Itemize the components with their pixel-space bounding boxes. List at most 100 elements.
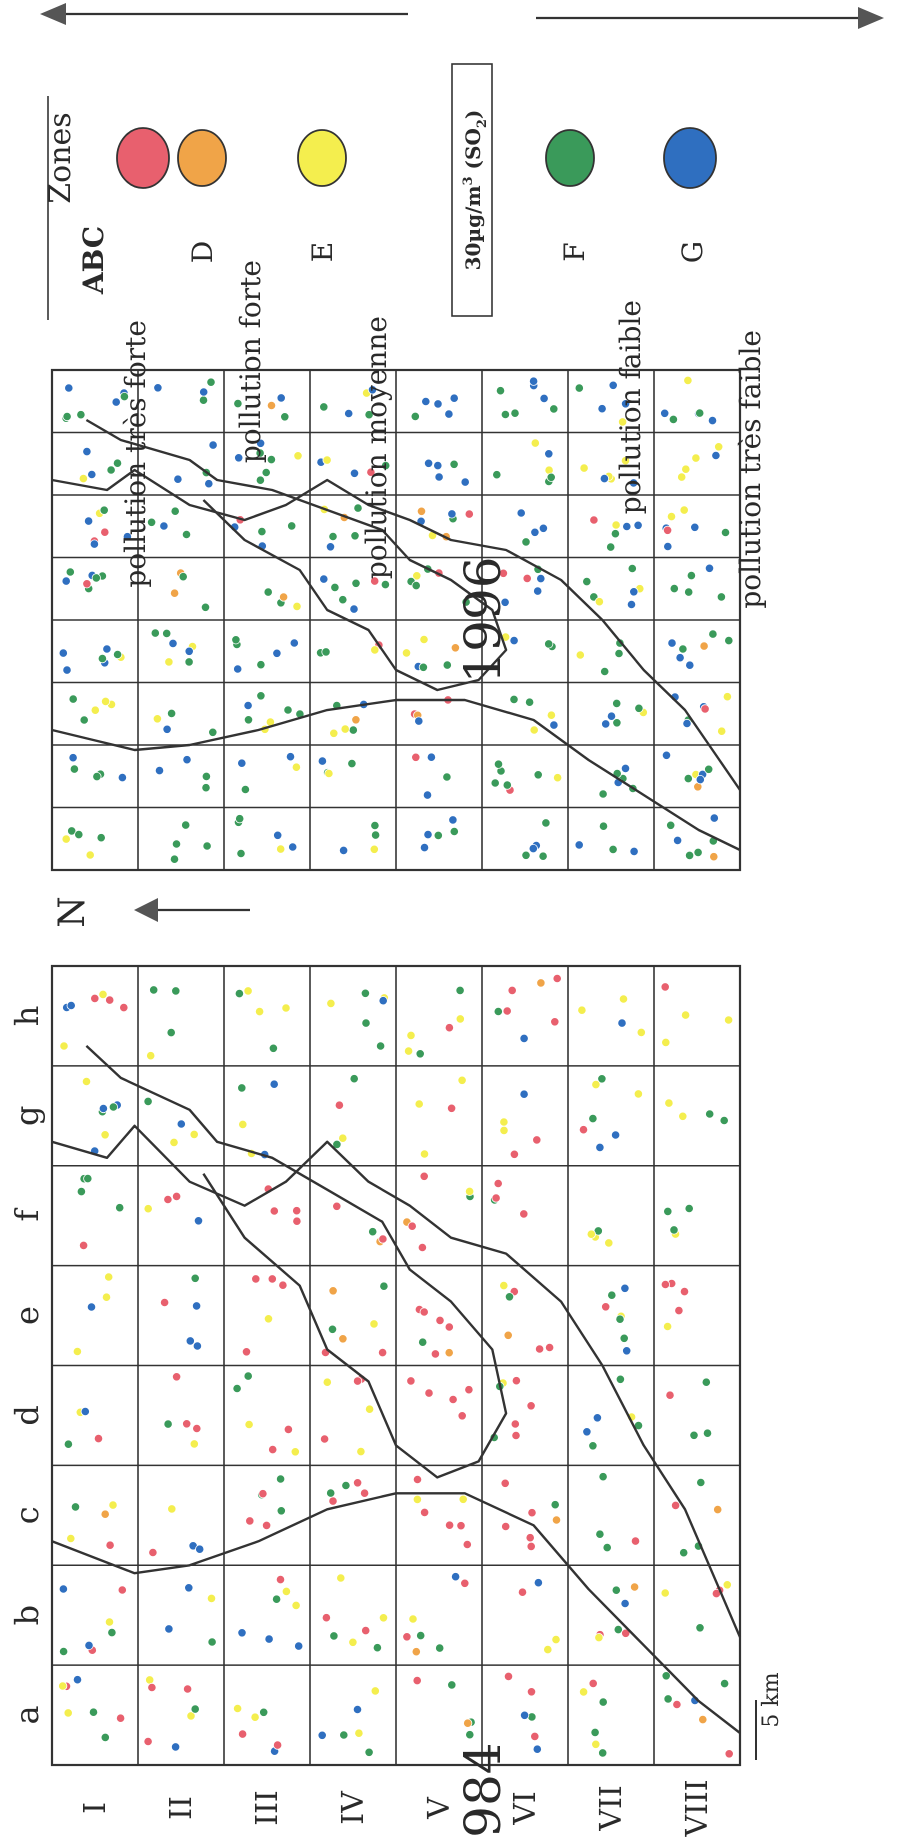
station-dot (101, 1292, 112, 1302)
station-dot (663, 541, 673, 552)
station-dot (675, 653, 685, 663)
station-dot (189, 1129, 199, 1140)
station-dot (256, 660, 266, 670)
station-dot (532, 1135, 542, 1145)
station-dot (154, 765, 165, 776)
station-dot (615, 1314, 625, 1324)
station-dot (257, 526, 267, 537)
station-dot (86, 1302, 97, 1312)
row-label: IV (336, 1790, 371, 1825)
station-dot (552, 973, 562, 984)
station-dot (544, 1342, 555, 1353)
station-dot (674, 1306, 684, 1316)
station-dot (660, 408, 670, 418)
station-dot (509, 635, 519, 646)
station-dot (700, 704, 710, 714)
station-dot (510, 1419, 520, 1429)
legend-threshold-box: 30µg/m3 (SO2) (451, 63, 493, 317)
station-dot (350, 531, 360, 541)
station-dot (419, 1171, 429, 1181)
station-dot (233, 1703, 243, 1714)
station-dot (58, 648, 68, 658)
station-dot (319, 574, 329, 584)
grid-1984 (50, 964, 742, 1767)
station-dot (414, 1099, 424, 1109)
station-dot (683, 375, 693, 385)
station-dot (412, 1676, 422, 1686)
station-dot (170, 588, 180, 598)
station-dot (412, 1474, 423, 1485)
legend-label-g: pollution très faible (734, 330, 767, 609)
station-dot (461, 597, 471, 607)
station-dot (328, 531, 338, 542)
station-dot (516, 508, 526, 518)
station-dot (63, 1439, 74, 1449)
station-dot (181, 529, 192, 540)
station-dot (595, 1142, 605, 1153)
station-dot (592, 1413, 603, 1423)
station-dot (450, 643, 460, 653)
station-dot (117, 1585, 127, 1595)
station-dot (143, 1096, 153, 1107)
north-arrow: N (52, 896, 250, 928)
station-dot (170, 506, 180, 516)
station-dot (502, 1006, 512, 1016)
year-label-1984: 1984 (454, 1742, 512, 1838)
station-dot (522, 573, 532, 584)
coastline-1996 (51, 468, 741, 852)
station-dot (722, 692, 733, 702)
station-dot (578, 1125, 589, 1135)
station-dot (380, 579, 390, 590)
legend-label-f: pollution faible (614, 300, 647, 514)
station-dot (449, 459, 459, 469)
station-dot (462, 1539, 472, 1550)
station-dot (534, 1344, 545, 1354)
station-dot (517, 1587, 528, 1597)
legend-zone-d: D pollution forte (177, 129, 267, 463)
station-dot (339, 1730, 349, 1740)
station-dot (501, 1521, 511, 1532)
station-dot (92, 771, 102, 782)
station-dot (463, 1718, 473, 1728)
station-dot (717, 726, 727, 736)
station-dot (620, 399, 631, 409)
station-dot (182, 755, 192, 765)
station-dot (378, 996, 388, 1006)
station-dot (237, 1083, 247, 1093)
station-dot (455, 1014, 465, 1024)
station-dot (370, 820, 380, 831)
station-dot (199, 387, 209, 397)
station-dot (714, 442, 724, 452)
station-dot (634, 703, 644, 713)
station-dot (349, 468, 360, 478)
station-dot (419, 1507, 430, 1518)
station-dot (149, 985, 159, 995)
city-boundary-1996 (85, 418, 508, 692)
station-dot (82, 446, 92, 457)
station-dot (544, 639, 554, 649)
station-dot (263, 1314, 274, 1324)
station-dot (341, 1480, 351, 1491)
row-label: III (250, 1790, 285, 1826)
station-dot (290, 1447, 300, 1457)
station-dot (289, 638, 299, 648)
station-dot (538, 523, 549, 533)
station-dot (237, 758, 247, 768)
station-dot (268, 1445, 278, 1455)
station-dot (84, 1640, 94, 1651)
station-dot (80, 1406, 90, 1417)
station-dot (206, 1593, 217, 1604)
station-dot (349, 604, 359, 614)
station-dot (492, 470, 502, 480)
station-dot (106, 465, 116, 475)
station-dot (369, 844, 379, 854)
station-dot (153, 383, 163, 393)
station-dot (117, 772, 128, 783)
station-dot (366, 467, 376, 477)
station-dot (369, 1319, 379, 1329)
station-dot (606, 711, 617, 721)
station-dot (551, 1515, 562, 1525)
station-dot (287, 521, 297, 531)
station-dot (281, 1586, 291, 1597)
station-dot (660, 982, 670, 992)
